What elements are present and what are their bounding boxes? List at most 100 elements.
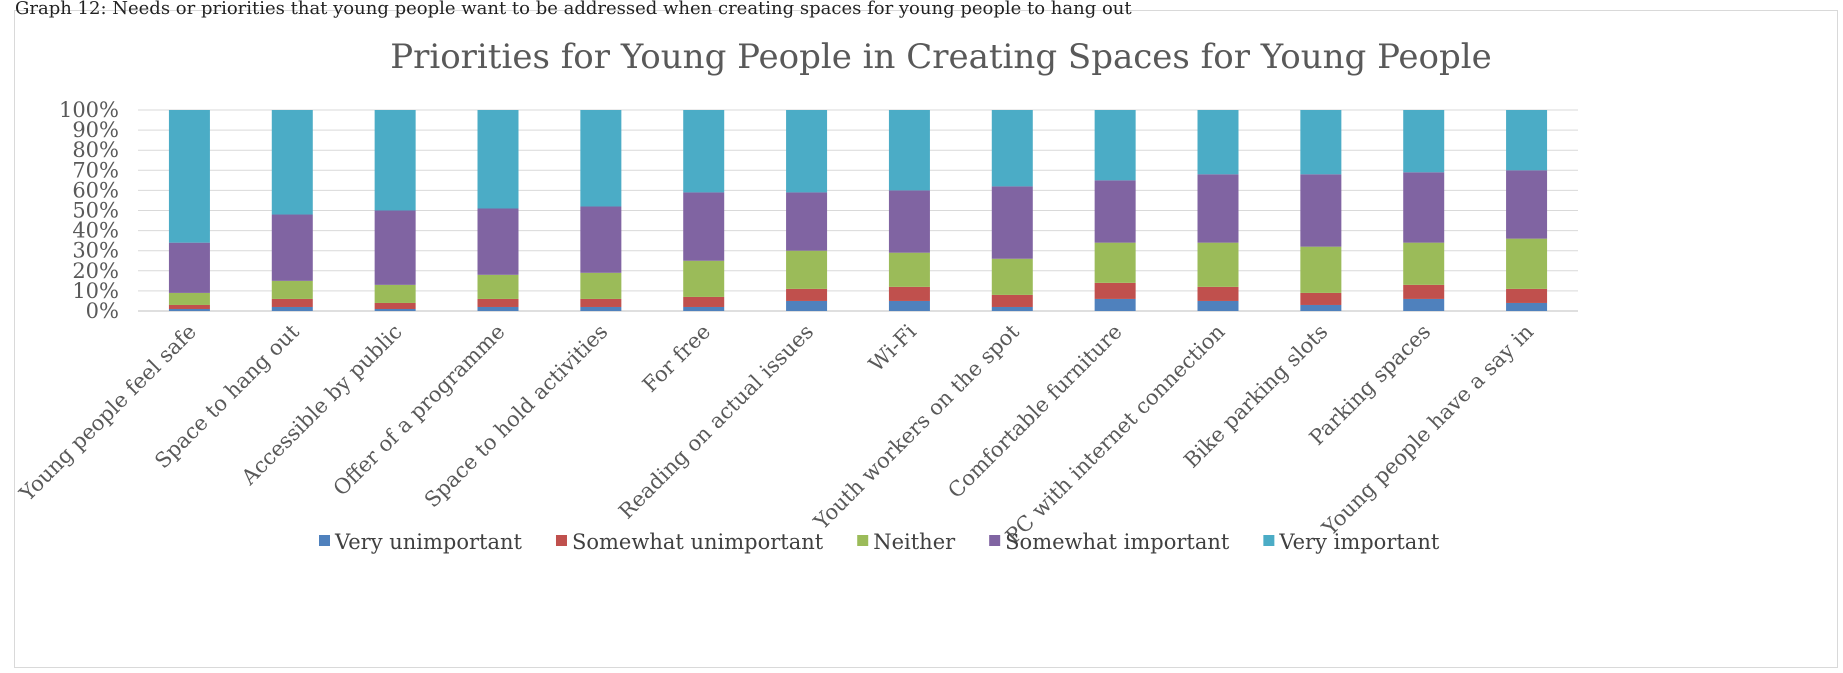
- bar-segment: [991, 258, 1033, 295]
- legend-swatch: [857, 535, 869, 546]
- y-tick-label: 0%: [86, 299, 119, 323]
- bar-segment: [1300, 174, 1342, 247]
- y-tick-label: 70%: [72, 158, 119, 182]
- legend-swatch: [1263, 535, 1275, 546]
- bar-segment: [374, 210, 416, 285]
- y-tick-label: 50%: [72, 199, 119, 223]
- bar-segment: [580, 206, 622, 273]
- x-category-label: Youth workers on the spot: [809, 319, 1025, 535]
- bar-segment: [271, 298, 313, 307]
- bar-segment: [1403, 298, 1445, 311]
- y-tick-label: 20%: [72, 259, 119, 283]
- bar-segment: [1197, 242, 1239, 287]
- y-tick-label: 60%: [72, 178, 119, 202]
- legend-label: Neither: [873, 530, 956, 554]
- bar-segment: [168, 292, 210, 305]
- bar-segment: [1506, 288, 1548, 303]
- bar-segment: [271, 280, 313, 299]
- bar-segment: [1094, 298, 1136, 311]
- bar-segment: [786, 300, 828, 311]
- y-tick-label: 100%: [59, 98, 119, 122]
- bar-segment: [683, 110, 725, 193]
- bars: [168, 110, 1548, 311]
- bar-segment: [991, 110, 1033, 187]
- y-tick-label: 40%: [72, 219, 119, 243]
- bar-segment: [991, 306, 1033, 311]
- bar-segment: [580, 110, 622, 207]
- bar-segment: [888, 110, 930, 191]
- bar-segment: [1300, 292, 1342, 305]
- bar-segment: [1094, 180, 1136, 243]
- bar-segment: [1300, 246, 1342, 293]
- bar-segment: [271, 306, 313, 311]
- x-category-label: Space to hold activities: [420, 320, 613, 513]
- chart-frame: Graph 12: Needs or priorities that young…: [14, 0, 1838, 668]
- x-category-label: Offer of a programme: [329, 320, 510, 501]
- bar-segment: [683, 192, 725, 261]
- bar-segment: [888, 252, 930, 287]
- bar-segment: [1506, 238, 1548, 289]
- bar-segment: [1403, 284, 1445, 299]
- x-category-label: PC with internet connection: [1001, 320, 1230, 549]
- x-category-label: Comfortable furniture: [943, 320, 1126, 503]
- bar-segment: [1300, 304, 1342, 311]
- bar-segment: [374, 302, 416, 309]
- bar-segment: [683, 296, 725, 307]
- legend: Very unimportant Somewhat unimportant Neit…: [319, 530, 1440, 554]
- bar-segment: [786, 110, 828, 193]
- chart-title: Priorities for Young People in Creating …: [390, 37, 1492, 77]
- bar-segment: [477, 110, 519, 209]
- bar-segment: [477, 274, 519, 299]
- bar-segment: [477, 298, 519, 307]
- bar-segment: [271, 110, 313, 215]
- gridlines: [138, 109, 1578, 312]
- bar-segment: [1403, 242, 1445, 285]
- bar-segment: [1403, 172, 1445, 243]
- legend-label: Somewhat important: [1005, 530, 1230, 554]
- bar-segment: [1197, 174, 1239, 243]
- bar-segment: [888, 300, 930, 311]
- bar-segment: [786, 192, 828, 251]
- bar-segment: [477, 306, 519, 311]
- bar-segment: [477, 208, 519, 275]
- y-axis-ticks: 0%10%20%30%40%50%60%70%80%90%100%: [59, 98, 119, 323]
- y-tick-label: 10%: [72, 279, 119, 303]
- legend-swatch: [989, 535, 1001, 546]
- y-tick-label: 30%: [72, 239, 119, 263]
- x-category-label: For free: [638, 320, 715, 397]
- bar-segment: [374, 284, 416, 303]
- bar-segment: [1506, 302, 1548, 311]
- bar-segment: [168, 308, 210, 311]
- legend-label: Very important: [1278, 530, 1439, 554]
- bar-segment: [168, 242, 210, 293]
- x-category-label: Wi-Fi: [864, 319, 921, 376]
- bar-segment: [374, 308, 416, 311]
- bar-segment: [888, 190, 930, 253]
- bar-segment: [991, 186, 1033, 259]
- legend-swatch: [319, 535, 330, 546]
- x-category-label: Young people feel safe: [15, 320, 201, 507]
- bar-segment: [1094, 242, 1136, 283]
- bar-segment: [168, 110, 210, 243]
- legend-swatch: [555, 535, 567, 546]
- bar-segment: [991, 294, 1033, 307]
- bar-segment: [168, 304, 210, 309]
- x-category-label: Young people have a say in: [1317, 320, 1538, 541]
- legend-label: Very unimportant: [334, 530, 523, 554]
- bar-segment: [888, 286, 930, 301]
- bar-segment: [580, 298, 622, 307]
- chart-svg: Priorities for Young People in Creating …: [15, 37, 1578, 554]
- bar-segment: [1094, 110, 1136, 181]
- bar-segment: [683, 260, 725, 297]
- bar-segment: [786, 288, 828, 301]
- figure-caption: Graph 12: Needs or priorities that young…: [15, 0, 1132, 19]
- bar-segment: [683, 306, 725, 311]
- bar-segment: [271, 214, 313, 281]
- bar-segment: [1197, 286, 1239, 301]
- bar-segment: [580, 306, 622, 311]
- y-tick-label: 80%: [72, 138, 119, 162]
- bar-segment: [1403, 110, 1445, 173]
- y-tick-label: 90%: [72, 118, 119, 142]
- bar-segment: [374, 110, 416, 211]
